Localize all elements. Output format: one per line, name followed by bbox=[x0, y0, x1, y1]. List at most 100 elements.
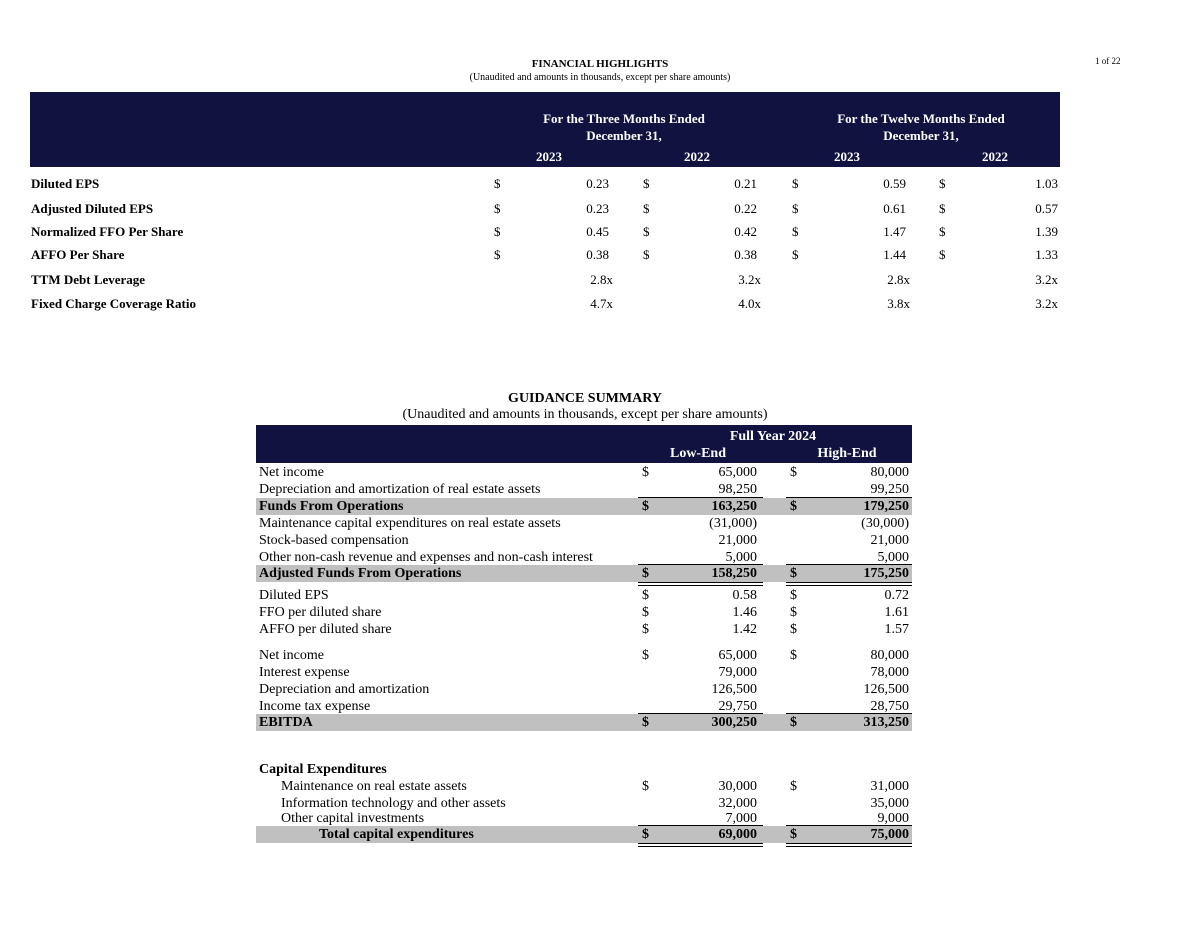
high-end-value: 31,000 bbox=[870, 779, 910, 794]
low-end-value: 65,000 bbox=[718, 648, 758, 663]
row-value: 1.33 bbox=[1035, 247, 1058, 262]
guidance-row: Other non-cash revenue and expenses and … bbox=[256, 549, 912, 566]
row-label: FFO per diluted share bbox=[259, 605, 382, 620]
guidance-row: Funds From Operations $163,250 $179,250 bbox=[256, 498, 912, 515]
row-value: 0.23 bbox=[586, 176, 609, 191]
row-label: Adjusted Funds From Operations bbox=[259, 566, 462, 581]
row-label: Depreciation and amortization of real es… bbox=[259, 482, 541, 497]
row-value: 1.03 bbox=[1035, 176, 1058, 191]
currency-symbol: $ bbox=[642, 622, 649, 637]
row-value: 0.61 bbox=[883, 201, 906, 216]
subtotal-rule bbox=[638, 825, 763, 826]
guidance-row: Depreciation and amortization of real es… bbox=[256, 481, 912, 498]
three-months-date: December 31, bbox=[586, 128, 662, 143]
period-header: Full Year 2024 bbox=[729, 429, 817, 444]
row-value: 1.44 bbox=[883, 247, 906, 262]
year-header: 2023 bbox=[536, 149, 562, 164]
low-end-value: 32,000 bbox=[718, 796, 758, 811]
currency-symbol: $ bbox=[790, 465, 797, 480]
row-value: 2.8x bbox=[887, 272, 910, 287]
row-label: Fixed Charge Coverage Ratio bbox=[31, 296, 196, 311]
subtotal-rule bbox=[638, 713, 763, 714]
guidance-row: Net income $65,000 $80,000 bbox=[256, 464, 912, 481]
high-end-value: 1.57 bbox=[884, 622, 910, 637]
low-end-value: 30,000 bbox=[718, 779, 758, 794]
highlight-row: TTM Debt Leverage 2.8x 3.2x 2.8x 3.2x bbox=[0, 270, 1200, 290]
guidance-row: AFFO per diluted share $1.42 $1.57 bbox=[256, 621, 912, 638]
low-end-value: 65,000 bbox=[718, 465, 758, 480]
row-value: 0.22 bbox=[734, 201, 757, 216]
year-header: 2023 bbox=[834, 149, 860, 164]
row-label: Stock-based compensation bbox=[259, 533, 409, 548]
high-end-header: High-End bbox=[817, 446, 877, 461]
currency-symbol: $ bbox=[790, 648, 797, 663]
high-end-value: 80,000 bbox=[870, 465, 910, 480]
guidance-row: Interest expense 79,000 78,000 bbox=[256, 664, 912, 681]
guidance-row: Maintenance on real estate assets $30,000… bbox=[256, 778, 912, 795]
low-end-header: Low-End bbox=[669, 446, 727, 461]
high-end-value: 75,000 bbox=[870, 827, 910, 842]
row-value: 2.8x bbox=[590, 272, 613, 287]
row-label: Net income bbox=[259, 648, 324, 663]
low-end-value: 126,500 bbox=[711, 682, 758, 697]
row-label: Other capital investments bbox=[281, 811, 425, 826]
total-double-rule bbox=[638, 843, 763, 847]
twelve-months-date: December 31, bbox=[883, 128, 959, 143]
high-end-value: 313,250 bbox=[863, 715, 910, 730]
currency-symbol: $ bbox=[642, 465, 649, 480]
high-end-value: 5,000 bbox=[877, 550, 910, 565]
highlight-row: AFFO Per Share $0.38 $0.38 $1.44 $1.33 bbox=[0, 245, 1200, 265]
row-label: Funds From Operations bbox=[259, 499, 404, 514]
row-label: Adjusted Diluted EPS bbox=[31, 201, 154, 216]
currency-symbol: $ bbox=[642, 715, 649, 730]
total-double-rule bbox=[786, 843, 912, 847]
low-end-value: 158,250 bbox=[711, 566, 758, 581]
row-value: 0.23 bbox=[586, 201, 609, 216]
currency-symbol: $ bbox=[494, 247, 501, 262]
low-end-value: 300,250 bbox=[711, 715, 758, 730]
low-end-value: 1.46 bbox=[732, 605, 758, 620]
total-double-rule bbox=[638, 582, 763, 586]
currency-symbol: $ bbox=[790, 827, 797, 842]
row-label: Income tax expense bbox=[259, 699, 371, 714]
row-value: 3.2x bbox=[1035, 296, 1058, 311]
high-end-value: 35,000 bbox=[870, 796, 910, 811]
subtotal-rule bbox=[786, 564, 912, 565]
high-end-value: 175,250 bbox=[863, 566, 910, 581]
row-label: TTM Debt Leverage bbox=[31, 272, 146, 287]
row-value: 1.47 bbox=[883, 224, 906, 239]
row-value: 0.42 bbox=[734, 224, 757, 239]
subtotal-rule bbox=[638, 564, 763, 565]
row-value: 0.38 bbox=[586, 247, 609, 262]
currency-symbol: $ bbox=[792, 224, 799, 239]
row-label: Interest expense bbox=[259, 665, 350, 680]
guidance-row: EBITDA $300,250 $313,250 bbox=[256, 714, 912, 731]
page-number: 1 of 22 bbox=[1095, 56, 1121, 66]
currency-symbol: $ bbox=[790, 622, 797, 637]
currency-symbol: $ bbox=[494, 224, 501, 239]
high-end-value: 179,250 bbox=[863, 499, 910, 514]
currency-symbol: $ bbox=[792, 201, 799, 216]
financial-highlights-header: For the Three Months Ended December 31, … bbox=[30, 92, 1060, 167]
currency-symbol: $ bbox=[790, 566, 797, 581]
currency-symbol: $ bbox=[642, 648, 649, 663]
low-end-value: 29,750 bbox=[718, 699, 758, 714]
currency-symbol: $ bbox=[642, 499, 649, 514]
high-end-value: 99,250 bbox=[870, 482, 910, 497]
total-double-rule bbox=[786, 582, 912, 586]
row-value: 0.21 bbox=[734, 176, 757, 191]
currency-symbol: $ bbox=[642, 605, 649, 620]
guidance-row: Information technology and other assets 3… bbox=[256, 795, 912, 812]
currency-symbol: $ bbox=[790, 588, 797, 603]
row-label: Maintenance on real estate assets bbox=[281, 779, 467, 794]
low-end-value: (31,000) bbox=[709, 516, 757, 531]
high-end-value: 1.61 bbox=[884, 605, 910, 620]
low-end-value: 163,250 bbox=[711, 499, 758, 514]
row-value: 3.2x bbox=[1035, 272, 1058, 287]
row-value: 0.57 bbox=[1035, 201, 1058, 216]
currency-symbol: $ bbox=[494, 176, 501, 191]
currency-symbol: $ bbox=[792, 247, 799, 262]
currency-symbol: $ bbox=[939, 201, 946, 216]
currency-symbol: $ bbox=[939, 224, 946, 239]
guidance-row: Total capital expenditures $69,000 $75,000 bbox=[256, 826, 912, 843]
